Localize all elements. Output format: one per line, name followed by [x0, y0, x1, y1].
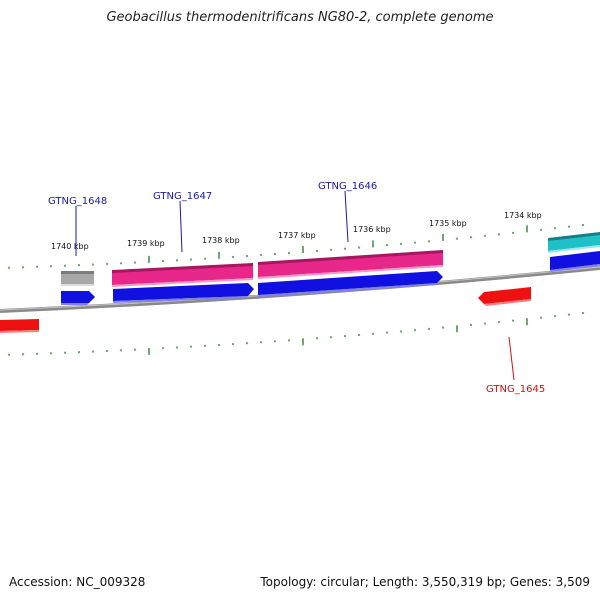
forward-gene-right-edge[interactable] [550, 251, 600, 272]
genome-summary-text: Topology: circular; Length: 3,550,319 bp… [260, 575, 590, 589]
forward-gene-gtng-1646[interactable] [258, 271, 443, 297]
leader-line-gtng-1645 [508, 336, 515, 381]
tick-row-upper [8, 224, 584, 269]
pink-feature-gtng-1647[interactable] [112, 263, 253, 287]
reverse-gene-left-edge[interactable] [0, 319, 39, 333]
tick-label-1737: 1737 kbp [278, 231, 316, 240]
map-title: Geobacillus thermodenitrificans NG80-2, … [106, 10, 494, 25]
tick-row-lower [8, 312, 584, 356]
leader-line-gtng-1646 [344, 190, 349, 243]
gene-label-gtng-1648[interactable]: GTNG_1648 [48, 196, 107, 207]
kbp-labels: 1740 kbp 1739 kbp 1738 kbp 1737 kbp 1736… [51, 211, 542, 251]
tick-label-1738: 1738 kbp [202, 236, 240, 245]
accession-text: Accession: NC_009328 [9, 575, 146, 589]
gene-label-gtng-1647[interactable]: GTNG_1647 [153, 191, 212, 202]
gray-feature[interactable] [61, 271, 94, 286]
reverse-gene-gtng-1645[interactable] [478, 287, 531, 306]
tick-label-1735: 1735 kbp [429, 219, 467, 228]
tick-label-1734: 1734 kbp [504, 211, 542, 220]
leader-line-gtng-1647 [179, 200, 183, 253]
forward-gene-gtng-1648[interactable] [61, 291, 95, 305]
cyan-feature[interactable] [548, 232, 600, 253]
tick-label-1740: 1740 kbp [51, 242, 89, 251]
gene-label-gtng-1645[interactable]: GTNG_1645 [486, 384, 545, 395]
forward-gene-gtng-1647[interactable] [113, 283, 254, 303]
pink-feature-gtng-1646[interactable] [258, 250, 443, 279]
tick-label-1736: 1736 kbp [353, 225, 391, 234]
gene-label-gtng-1646[interactable]: GTNG_1646 [318, 181, 377, 192]
tick-label-1739: 1739 kbp [127, 239, 165, 248]
